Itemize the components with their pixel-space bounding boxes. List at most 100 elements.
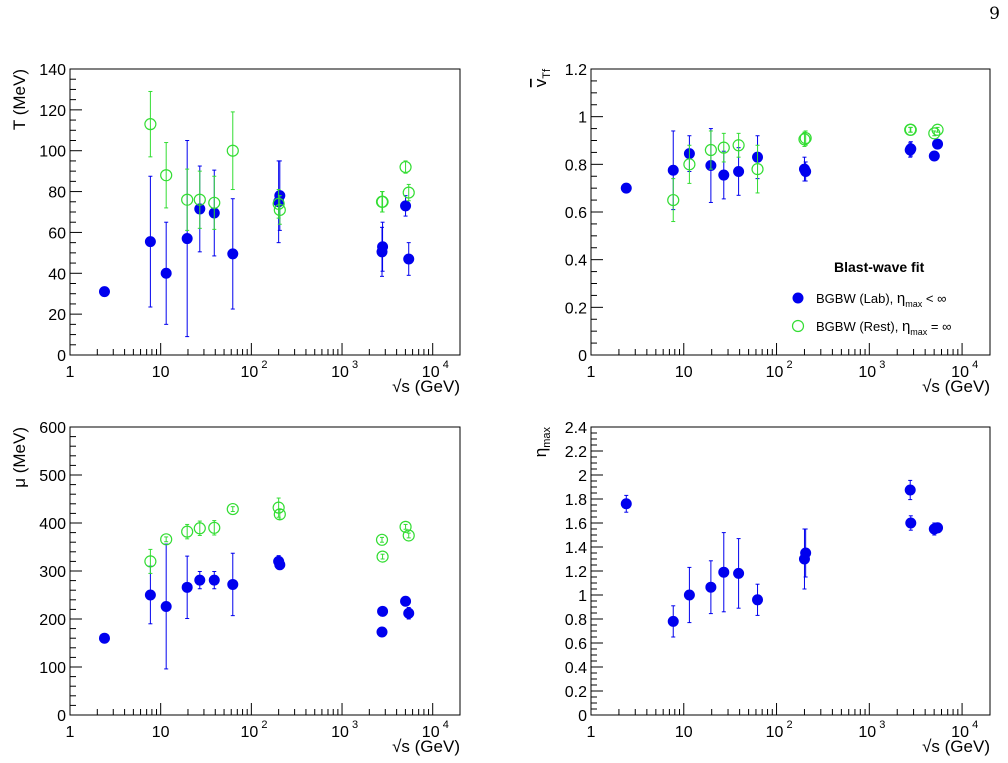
legend-marker-rest — [791, 319, 805, 333]
plot-frame-mu — [69, 426, 461, 716]
data-point-lab — [904, 484, 916, 496]
data-point-rest — [273, 203, 286, 217]
x-tick-exp-vT: 4 — [972, 359, 978, 371]
x-axis-label-mu: √s (GeV) — [392, 737, 460, 756]
data-point-rest — [732, 139, 745, 152]
y-tick-label-mu: 400 — [39, 516, 66, 533]
data-point-lab — [932, 522, 944, 534]
data-point-lab — [181, 233, 193, 245]
data-point-rest — [160, 169, 173, 182]
x-tick-exp-T: 3 — [352, 359, 358, 371]
y-tick-label-eta: 0.6 — [565, 636, 587, 653]
x-tick-label-vT: 10 — [675, 364, 693, 381]
data-point-rest — [928, 127, 941, 140]
data-point-lab — [718, 169, 730, 181]
data-point-lab — [620, 182, 632, 194]
y-tick-label-vT: 0.6 — [565, 205, 587, 222]
y-tick-label-eta: 1 — [578, 588, 587, 605]
x-tick-label-eta: 10 — [858, 724, 876, 741]
y-tick-label-eta: 1.4 — [565, 540, 587, 557]
data-point-lab — [98, 286, 110, 298]
data-point-rest — [402, 529, 415, 542]
data-point-lab — [905, 143, 917, 155]
data-point-rest — [208, 196, 221, 209]
y-tick-label-T: 80 — [48, 185, 66, 202]
y-tick-label-mu: 200 — [39, 612, 66, 629]
data-point-lab — [194, 574, 206, 586]
y-tick-label-T: 60 — [48, 225, 66, 242]
x-tick-exp-vT: 2 — [787, 359, 793, 371]
data-point-lab — [932, 138, 944, 150]
x-tick-exp-eta: 2 — [787, 719, 793, 731]
x-tick-exp-T: 4 — [443, 359, 449, 371]
data-point-lab — [160, 267, 172, 279]
legend-title: Blast-wave fit — [834, 259, 925, 275]
data-point-rest — [208, 521, 221, 534]
x-tick-label-eta: 10 — [675, 724, 693, 741]
y-tick-label-T: 0 — [57, 348, 66, 365]
data-point-rest — [704, 143, 717, 157]
y-axis-label-vT: vTf — [531, 68, 553, 87]
data-point-rest — [931, 123, 944, 136]
y-tick-label-vT: 0.4 — [565, 253, 587, 270]
data-point-lab — [718, 566, 730, 578]
y-tick-label-vT: 1.2 — [565, 62, 587, 79]
legend-entry-rest: BGBW (Rest), ηmax = ∞ — [816, 318, 951, 337]
y-tick-label-T: 100 — [39, 144, 66, 161]
y-tick-label-mu: 300 — [39, 564, 66, 581]
x-tick-label-T: 10 — [152, 364, 170, 381]
series-lab-eta — [620, 479, 944, 638]
y-tick-label-T: 140 — [39, 62, 66, 79]
x-axis-label-eta: √s (GeV) — [922, 737, 990, 756]
data-point-rest — [904, 123, 917, 136]
y-tick-label-eta: 0.2 — [565, 684, 587, 701]
data-point-lab — [733, 567, 745, 579]
data-point-lab — [403, 253, 415, 265]
data-point-rest — [181, 193, 194, 206]
series-rest-vT — [667, 123, 944, 223]
y-tick-label-eta: 2.2 — [565, 444, 587, 461]
y-tick-label-eta: 0 — [578, 708, 587, 725]
data-point-lab — [144, 236, 156, 248]
data-point-lab — [274, 559, 286, 571]
y-tick-label-vT: 0.2 — [565, 300, 587, 317]
x-tick-exp-mu: 2 — [261, 719, 267, 731]
x-tick-label-vT: 10 — [858, 364, 876, 381]
data-point-rest — [399, 160, 412, 174]
x-axis-label-vT: √s (GeV) — [922, 377, 990, 396]
x-tick-label-vT: 10 — [951, 364, 969, 381]
data-point-rest — [193, 193, 206, 206]
data-point-lab — [403, 607, 415, 619]
data-point-lab — [144, 589, 156, 601]
data-point-lab — [667, 615, 679, 627]
x-tick-label-T: 10 — [240, 364, 258, 381]
series-rest-mu — [144, 497, 415, 574]
plot-frame-vT — [590, 68, 991, 356]
x-tick-label-eta: 10 — [766, 724, 784, 741]
x-tick-label-eta: 10 — [951, 724, 969, 741]
x-tick-label-T: 1 — [66, 364, 75, 381]
data-point-lab — [160, 601, 172, 613]
data-point-rest — [402, 186, 415, 199]
y-tick-label-T: 20 — [48, 307, 66, 324]
data-point-rest — [375, 533, 389, 546]
data-point-rest — [799, 132, 812, 145]
panel-eta: 1 10 10 2 10 3 10 400.20.40.60.811.21.41.61.822… — [531, 420, 991, 756]
panel-vT: 1 10 10 2 10 3 10 400.20.40.60.811.2√s (GeV)vTf… — [531, 62, 991, 396]
data-point-rest — [683, 158, 696, 171]
data-point-rest — [399, 520, 412, 533]
data-point-rest — [226, 502, 239, 516]
y-tick-label-mu: 0 — [57, 708, 66, 725]
x-tick-label-mu: 10 — [152, 724, 170, 741]
x-tick-exp-vT: 3 — [879, 359, 885, 371]
data-point-lab — [377, 241, 389, 253]
y-tick-label-eta: 0.8 — [565, 612, 587, 629]
y-axis-label-mu: μ (MeV) — [10, 427, 29, 488]
data-point-rest — [226, 144, 239, 157]
y-axis-subscript-eta: max — [541, 427, 553, 448]
x-tick-label-mu: 10 — [331, 724, 349, 741]
plot-frame-eta — [590, 426, 991, 716]
data-point-lab — [905, 517, 917, 529]
